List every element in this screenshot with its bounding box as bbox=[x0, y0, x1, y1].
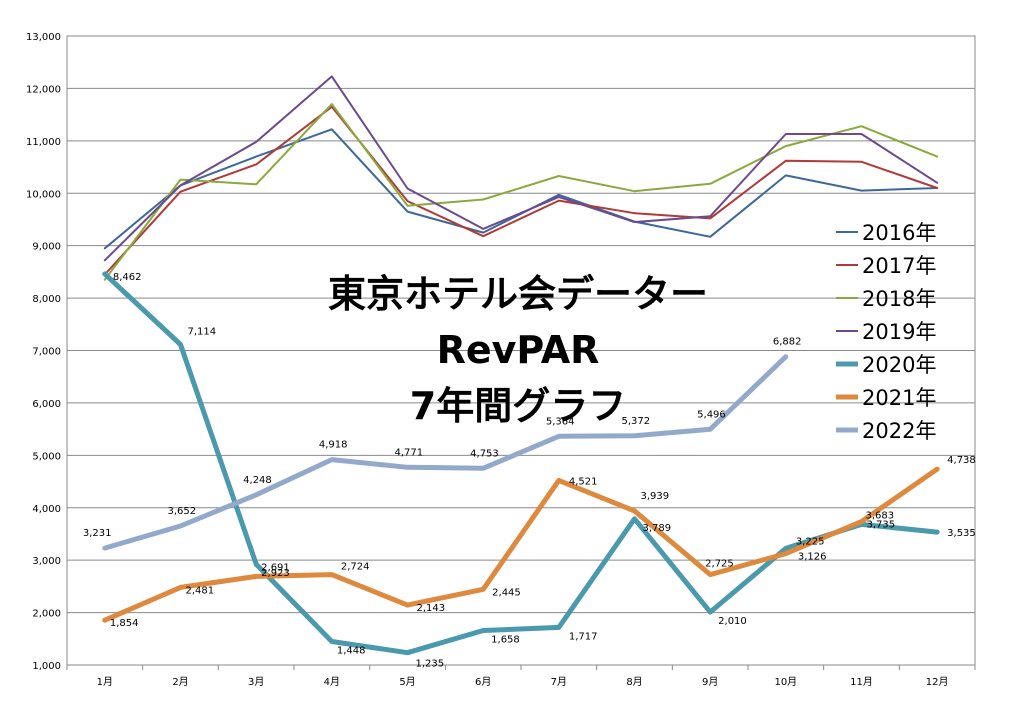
data-label: 3,735 bbox=[867, 520, 896, 531]
legend-label: 2018年 bbox=[862, 287, 936, 311]
data-label: 4,248 bbox=[243, 475, 272, 486]
legend: 2016年 2017年 2018年 2019年 2020年 2021年 2022年 bbox=[836, 221, 936, 443]
series-line-2019年 bbox=[103, 75, 939, 262]
y-tick-label: 7,000 bbox=[32, 347, 61, 358]
data-label: 4,753 bbox=[470, 448, 499, 459]
data-label: 2,724 bbox=[341, 562, 370, 573]
data-label: 2,445 bbox=[492, 587, 521, 598]
series-line-2016年 bbox=[103, 128, 939, 250]
x-tick-label: 8月 bbox=[626, 676, 642, 688]
series-lines bbox=[102, 75, 940, 656]
data-label: 5,364 bbox=[546, 416, 575, 427]
legend-label: 2017年 bbox=[862, 254, 936, 278]
title-line-3: 7年間グラフ bbox=[410, 384, 626, 428]
x-tick-label: 2月 bbox=[172, 676, 188, 688]
x-tick-label: 4月 bbox=[324, 676, 340, 688]
y-tick-label: 12,000 bbox=[26, 84, 61, 95]
data-label: 1,717 bbox=[569, 631, 598, 642]
data-label: 4,918 bbox=[319, 440, 348, 451]
x-tick-label: 10月 bbox=[774, 676, 797, 688]
y-tick-label: 11,000 bbox=[26, 137, 61, 148]
data-labels: 8,462 7,114 2,923 1,448 1,235 1,658 1,717 3,789… bbox=[83, 272, 976, 670]
series-line-2018年 bbox=[103, 103, 939, 281]
data-label: 1,658 bbox=[491, 635, 520, 646]
data-label: 3,789 bbox=[643, 523, 672, 534]
data-label: 4,738 bbox=[947, 455, 976, 466]
y-tick-label: 1,000 bbox=[32, 661, 61, 672]
data-label: 3,535 bbox=[947, 528, 976, 539]
data-label: 3,939 bbox=[641, 491, 670, 502]
data-label: 3,126 bbox=[798, 552, 827, 563]
y-tick-label: 2,000 bbox=[32, 609, 61, 620]
data-label: 3,231 bbox=[83, 528, 112, 539]
data-label: 2,923 bbox=[261, 568, 290, 579]
y-tick-label: 13,000 bbox=[26, 32, 61, 43]
series-line-2020年 bbox=[102, 271, 940, 656]
title-line-2: RevPAR bbox=[437, 328, 600, 372]
y-tick-label: 5,000 bbox=[32, 451, 61, 462]
y-tick-label: 3,000 bbox=[32, 556, 61, 567]
data-label: 5,372 bbox=[622, 416, 651, 427]
x-tick-label: 3月 bbox=[248, 676, 264, 688]
data-label: 4,521 bbox=[569, 476, 598, 487]
y-tick-label: 4,000 bbox=[32, 504, 61, 515]
data-label: 2,010 bbox=[718, 616, 747, 627]
x-tick-label: 12月 bbox=[926, 676, 949, 688]
data-label: 2,143 bbox=[417, 603, 446, 614]
data-label: 1,448 bbox=[337, 646, 366, 657]
data-label: 5,496 bbox=[697, 409, 726, 420]
legend-label: 2019年 bbox=[862, 320, 936, 344]
x-tick-label: 9月 bbox=[702, 676, 718, 688]
series-line-2021年 bbox=[102, 466, 940, 623]
y-tick-label: 8,000 bbox=[32, 294, 61, 305]
data-label: 7,114 bbox=[188, 327, 217, 338]
x-tick-label: 5月 bbox=[399, 676, 415, 688]
legend-label: 2016年 bbox=[862, 221, 936, 245]
series-line-2022年 bbox=[102, 354, 789, 551]
data-label: 2,725 bbox=[705, 559, 734, 570]
legend-label: 2022年 bbox=[862, 419, 936, 443]
x-tick-label: 6月 bbox=[475, 676, 491, 688]
data-label: 1,235 bbox=[416, 659, 445, 670]
x-tick-label: 7月 bbox=[551, 676, 567, 688]
data-label: 6,882 bbox=[773, 337, 802, 348]
data-label: 8,462 bbox=[113, 272, 142, 283]
data-label: 4,771 bbox=[395, 447, 424, 458]
data-label: 1,854 bbox=[110, 618, 139, 629]
title-line-1: 東京ホテル会データー bbox=[328, 272, 708, 316]
y-tick-label: 10,000 bbox=[26, 189, 61, 200]
x-tick-label: 11月 bbox=[850, 676, 873, 688]
x-tick-label: 1月 bbox=[97, 676, 113, 688]
data-label: 2,691 bbox=[261, 562, 290, 573]
series-line-2017年 bbox=[103, 105, 939, 276]
legend-label: 2021年 bbox=[862, 386, 936, 410]
axes: 1,000 2,000 3,000 4,000 5,000 6,000 7,000 8,000… bbox=[26, 32, 976, 688]
legend-label: 2020年 bbox=[862, 353, 936, 377]
chart-title: 東京ホテル会データー RevPAR 7年間グラフ bbox=[328, 272, 708, 428]
y-tick-label: 6,000 bbox=[32, 399, 61, 410]
data-label: 3,683 bbox=[866, 510, 895, 521]
data-label: 2,481 bbox=[186, 585, 215, 596]
y-tick-label: 9,000 bbox=[32, 242, 61, 253]
data-label: 3,652 bbox=[168, 506, 197, 517]
data-label: 3,225 bbox=[796, 536, 825, 547]
